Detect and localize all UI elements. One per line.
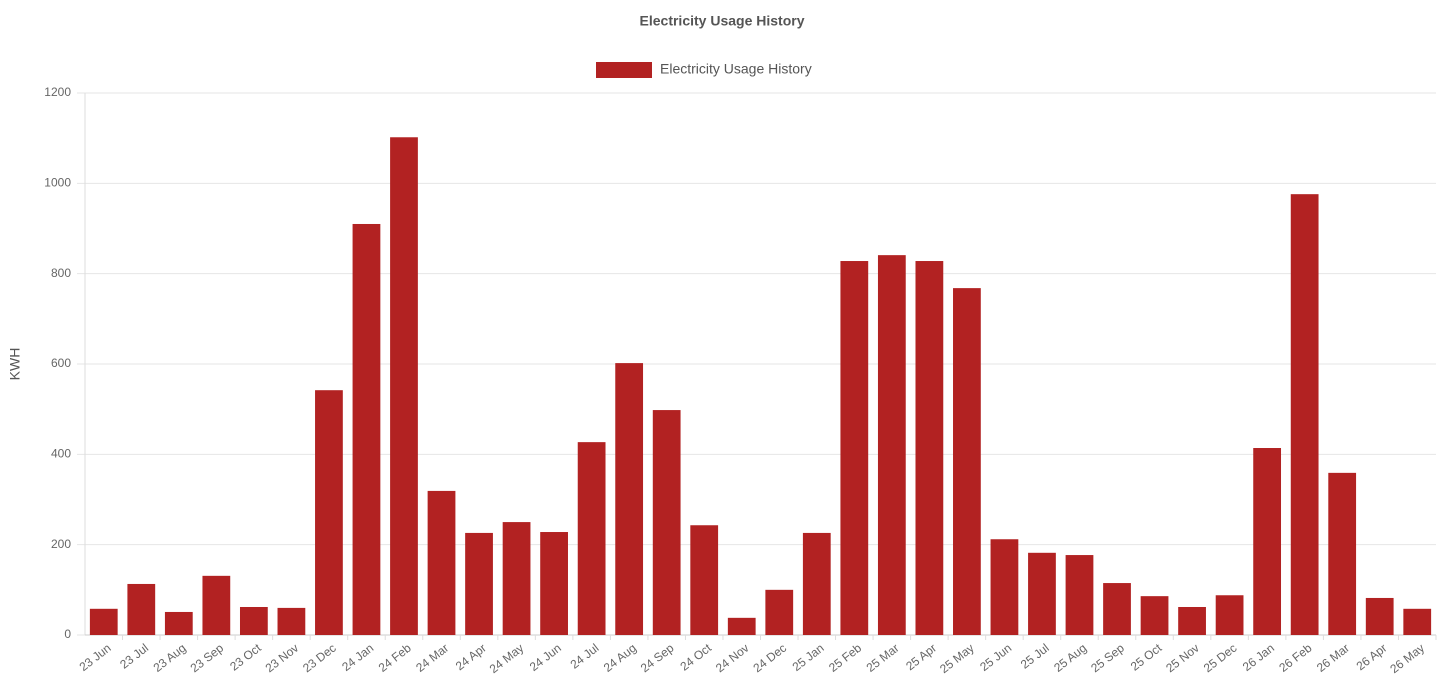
bar <box>990 539 1019 635</box>
x-tick-label: 26 May <box>1387 641 1427 676</box>
x-tick-label: 24 Dec <box>750 641 789 675</box>
bar <box>690 525 719 635</box>
x-tick-label: 25 Apr <box>903 641 939 673</box>
y-tick-label: 200 <box>51 537 71 551</box>
y-tick-label: 600 <box>51 356 71 370</box>
x-tick-label: 26 Apr <box>1354 641 1390 673</box>
bar <box>1215 595 1244 635</box>
x-tick-label: 25 Nov <box>1163 641 1202 675</box>
x-tick-label: 24 Apr <box>453 641 489 673</box>
y-axis-title: KWH <box>7 348 23 381</box>
bar <box>239 606 268 635</box>
bar <box>953 288 981 635</box>
x-tick-label: 23 Sep <box>188 641 227 676</box>
y-tick-label: 1000 <box>44 176 71 190</box>
bar <box>1328 472 1357 635</box>
y-tick-label: 800 <box>51 266 71 280</box>
bar <box>1178 606 1206 635</box>
bar <box>727 617 756 635</box>
x-tick-label: 25 Jun <box>977 641 1014 674</box>
y-tick-label: 1200 <box>44 85 71 99</box>
bar <box>1065 555 1094 635</box>
x-tick-label: 26 Jan <box>1240 641 1277 674</box>
x-tick-label: 25 Dec <box>1201 641 1240 675</box>
chart-title: Electricity Usage History <box>640 13 805 29</box>
bar <box>915 261 944 635</box>
x-tick-label: 24 Oct <box>678 640 715 673</box>
bar <box>315 390 343 635</box>
x-tick-label: 23 Aug <box>151 641 189 675</box>
bar <box>164 611 193 635</box>
y-tick-label: 0 <box>64 627 71 641</box>
x-tick-label: 23 Dec <box>300 641 339 675</box>
bar <box>1028 552 1056 635</box>
bar <box>202 575 231 635</box>
bar <box>652 410 681 635</box>
x-tick-label: 24 Jul <box>568 641 602 672</box>
x-tick-label: 23 Jul <box>117 641 151 672</box>
legend-label: Electricity Usage History <box>660 61 812 77</box>
x-tick-label: 24 Feb <box>376 641 414 675</box>
bar <box>540 532 568 635</box>
x-tick-label: 25 Oct <box>1128 640 1165 673</box>
x-tick-label: 26 Mar <box>1314 641 1352 675</box>
bar <box>877 255 906 636</box>
bar <box>277 607 306 635</box>
bar <box>465 532 493 635</box>
bar <box>352 223 381 635</box>
bar <box>1290 194 1319 635</box>
x-tick-label: 24 May <box>487 641 527 676</box>
x-tick-label: 24 Nov <box>713 641 752 675</box>
bar <box>840 261 869 635</box>
x-tick-label: 24 Jun <box>527 641 564 674</box>
bar <box>89 608 118 635</box>
bar <box>1365 597 1394 635</box>
bar <box>802 532 831 635</box>
bar <box>1403 608 1432 635</box>
x-tick-label: 25 Aug <box>1051 641 1089 675</box>
x-tick-label: 23 Oct <box>227 640 264 673</box>
bar <box>577 442 606 635</box>
bar <box>1140 596 1169 635</box>
x-tick-label: 24 Jan <box>339 641 376 674</box>
bar <box>502 522 531 635</box>
x-tick-label: 24 Aug <box>601 641 639 675</box>
bar <box>765 589 794 635</box>
bar <box>390 137 418 635</box>
bar <box>1253 448 1282 635</box>
x-tick-label: 25 Sep <box>1088 641 1127 676</box>
x-tick-label: 26 Feb <box>1276 641 1314 675</box>
x-tick-label: 23 Jun <box>77 641 114 674</box>
x-tick-label: 25 Jul <box>1018 641 1052 672</box>
x-tick-label: 25 Jan <box>790 641 827 674</box>
y-tick-label: 400 <box>51 447 71 461</box>
legend-swatch <box>596 62 652 78</box>
x-tick-label: 25 Feb <box>826 641 864 675</box>
x-tick-label: 25 May <box>937 641 977 676</box>
bar <box>127 583 156 635</box>
x-tick-label: 24 Sep <box>638 641 677 676</box>
x-tick-label: 25 Mar <box>864 641 902 675</box>
x-tick-label: 23 Nov <box>263 641 302 675</box>
bar <box>427 490 456 635</box>
bar <box>1103 583 1131 635</box>
x-tick-label: 24 Mar <box>413 641 451 675</box>
bar <box>615 363 644 635</box>
